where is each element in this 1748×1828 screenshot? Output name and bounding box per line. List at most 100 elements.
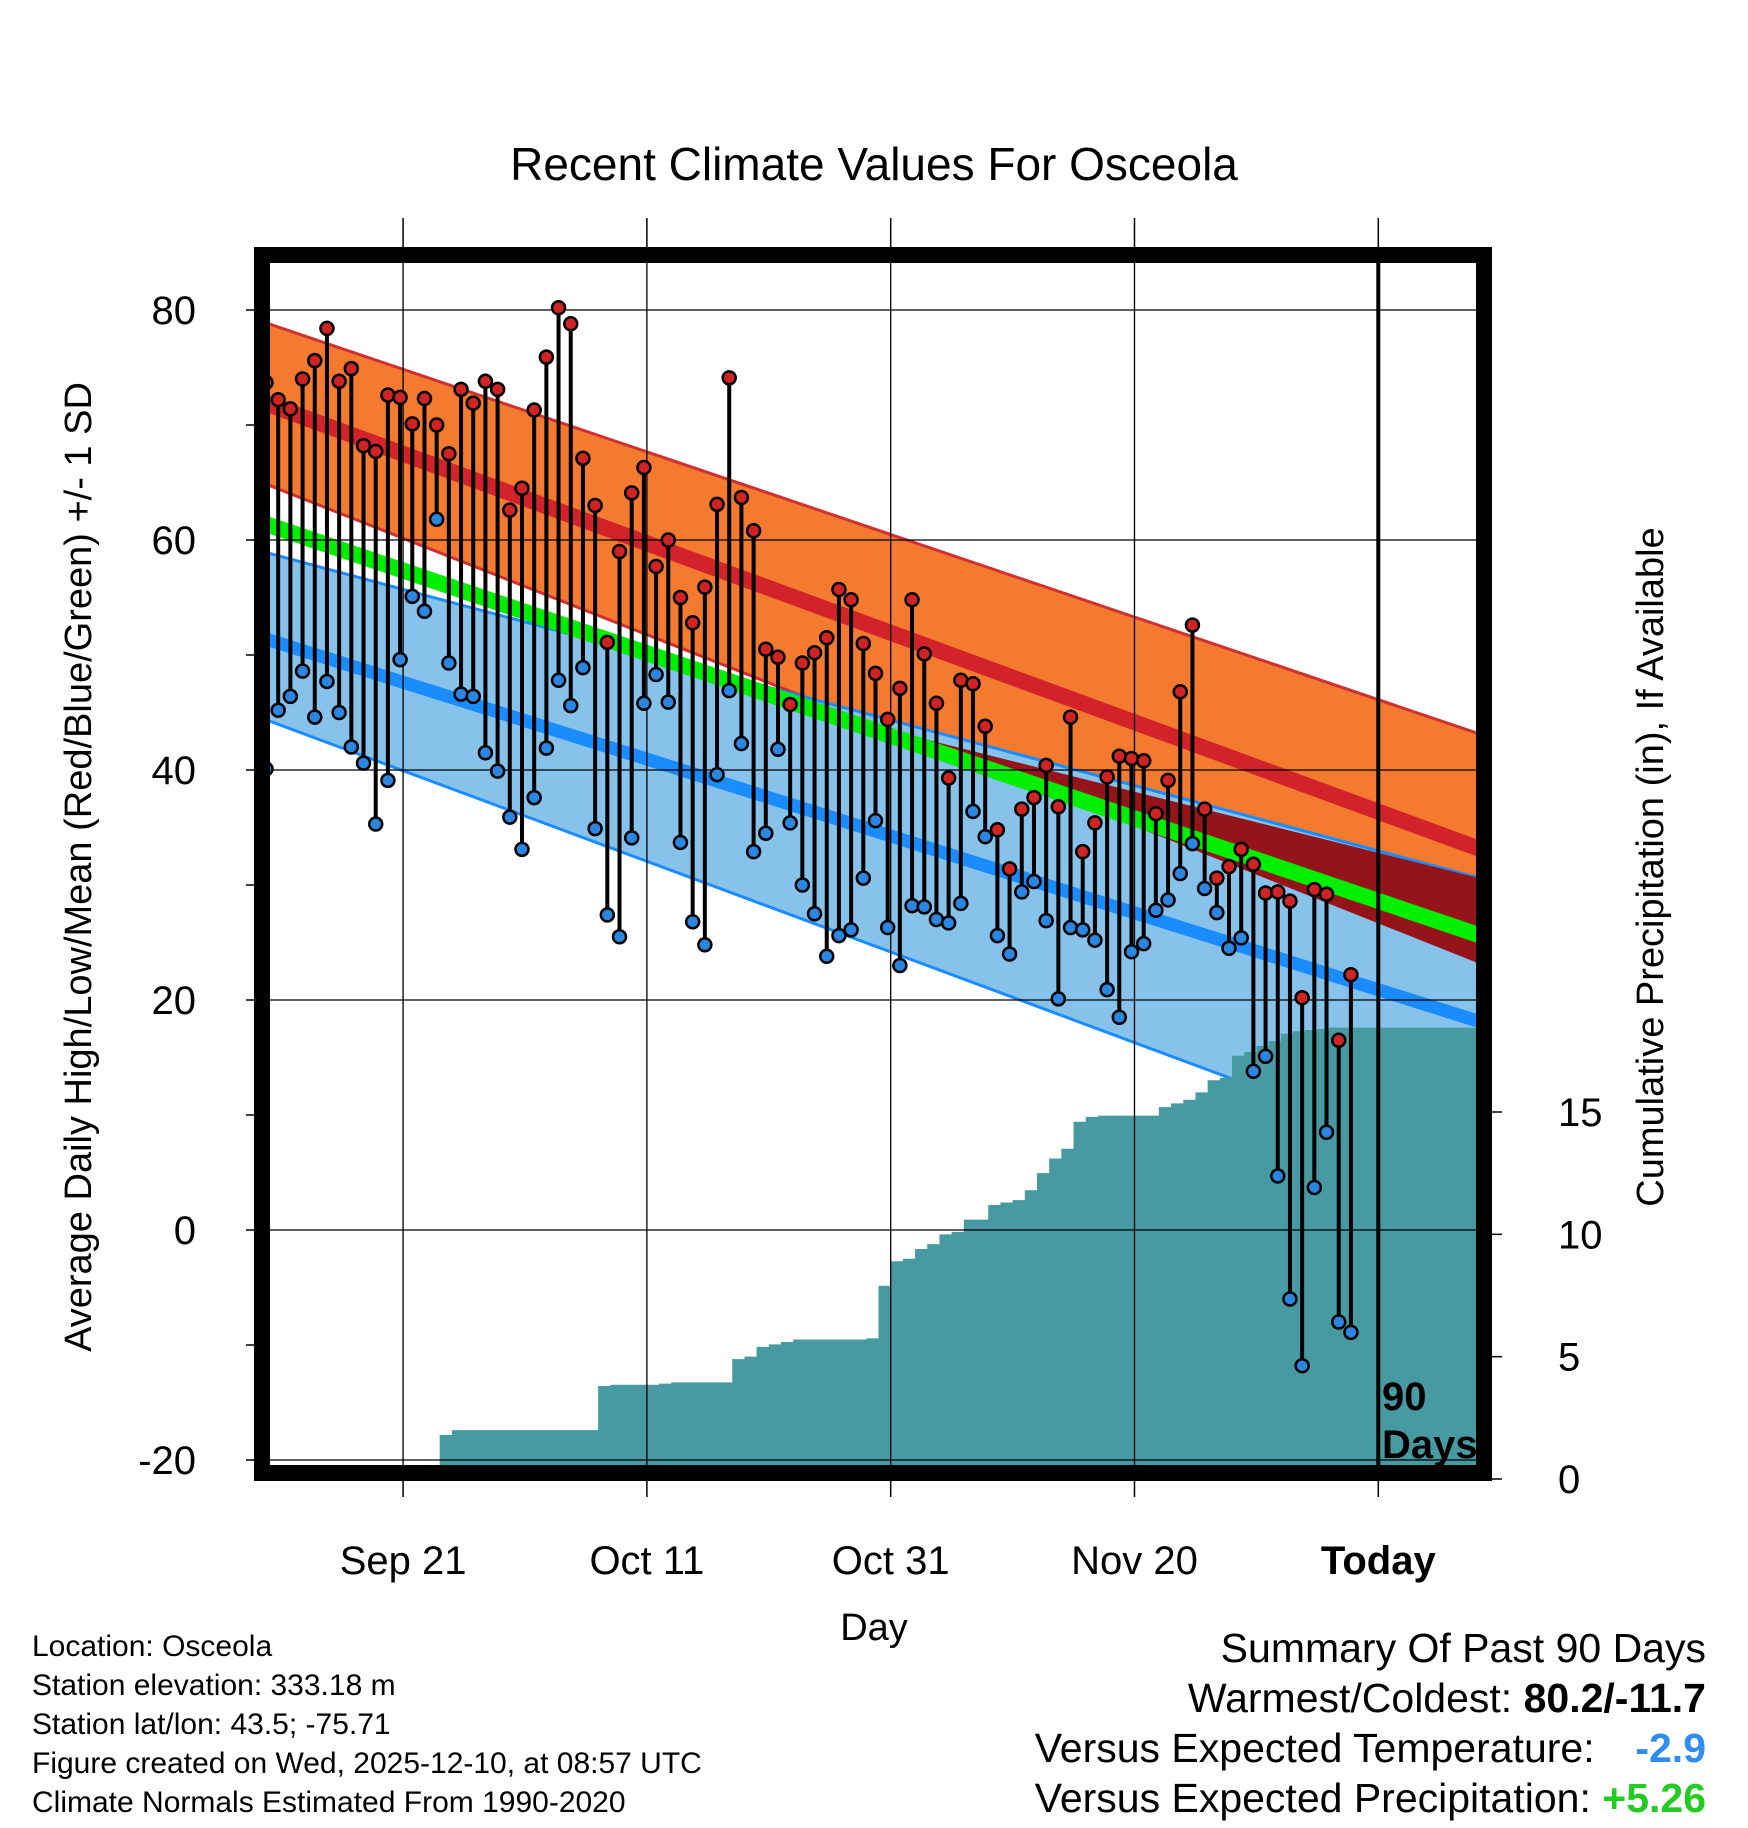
daily-high-dot (1270, 884, 1286, 900)
daily-low-dot (575, 659, 591, 676)
daily-high-dot (1221, 858, 1237, 875)
daily-low-dot (1087, 932, 1103, 948)
climate-normals-period: Climate Normals Estimated From 1990-2020 (32, 1786, 626, 1819)
daily-high-dot (660, 532, 677, 548)
daily-high-dot (307, 352, 323, 369)
daily-high-dot (818, 630, 835, 646)
daily-high-dot (428, 417, 445, 433)
daily-high-dot (1172, 684, 1188, 700)
daily-low-dot (514, 841, 530, 858)
daily-high-dot (721, 370, 737, 386)
daily-low-dot (660, 694, 677, 710)
daily-high-dot (550, 299, 567, 316)
daily-low-dot (502, 809, 518, 825)
y-tick-label: 40 (152, 749, 197, 793)
daily-low-dot (1148, 902, 1164, 919)
daily-low-dot (953, 895, 969, 912)
precip-label: Versus Expected Precipitation: (1034, 1775, 1591, 1821)
daily-high-dot (782, 696, 798, 713)
daily-high-dot (355, 437, 372, 454)
daily-high-dot (1294, 989, 1310, 1006)
station-elevation: Station elevation: 333.18 m (32, 1669, 396, 1702)
daily-high-dot (1038, 757, 1054, 774)
daily-low-dot (526, 789, 542, 806)
daily-low-dot (623, 830, 640, 846)
warm-cold-label: Warmest/Coldest: (1187, 1675, 1513, 1721)
precip-value: +5.26 (1602, 1775, 1706, 1821)
daily-low-dot (477, 745, 494, 761)
daily-low-dot (441, 655, 457, 671)
daily-high-dot (1330, 1032, 1347, 1048)
daily-low-dot (940, 915, 957, 931)
daily-high-dot (1343, 966, 1359, 983)
daily-high-dot (294, 371, 311, 387)
daily-low-dot (1221, 940, 1237, 956)
daily-low-dot (1099, 981, 1115, 998)
daily-low-dot (1184, 835, 1201, 852)
daily-high-dot (489, 381, 506, 398)
y2-tick-label: 5 (1558, 1336, 1580, 1380)
daily-low-dot (697, 937, 713, 953)
daily-low-dot (587, 820, 603, 837)
daily-high-dot (1123, 750, 1140, 767)
daily-low-dot (745, 843, 762, 860)
x-tick-label: Sep 21 (340, 1539, 467, 1583)
daily-high-dot (965, 676, 981, 692)
axis-ticks: 80 60 40 20 0 -20 15 10 5 0 Sep 21 Oct 11 Oct 31 Nov … (138, 218, 1603, 1583)
daily-high-dot (477, 373, 494, 390)
daily-low-dot (270, 702, 286, 718)
daily-high-dot (697, 579, 713, 595)
daily-high-dot (1026, 789, 1042, 806)
daily-high-dot (831, 581, 847, 598)
daily-low-dot (855, 870, 872, 886)
precipitation-area (262, 1027, 1484, 1473)
y-axis-label: Average Daily High/Low/Mean (Red/Blue/Gr… (58, 382, 100, 1352)
daily-high-dot (1087, 815, 1103, 831)
daily-low-dot (892, 957, 908, 974)
daily-high-dot (514, 480, 530, 496)
daily-high-dot (404, 416, 421, 432)
y-tick-label: 60 (152, 519, 197, 563)
daily-low-dot (331, 704, 347, 721)
daily-low-dot (831, 927, 847, 944)
today-days-label-line2: Days (1382, 1423, 1478, 1467)
daily-high-dot (367, 443, 384, 460)
daily-high-dot (587, 497, 603, 514)
daily-low-dot (782, 815, 798, 831)
daily-low-dot (404, 588, 421, 605)
daily-high-dot (526, 402, 542, 418)
daily-high-dot (928, 695, 945, 712)
daily-high-dot (794, 655, 811, 671)
daily-low-dot (733, 735, 750, 752)
daily-low-dot (1014, 884, 1030, 900)
daily-low-dot (1196, 880, 1213, 897)
daily-low-dot (550, 672, 567, 689)
daily-low-dot (1209, 904, 1225, 921)
daily-high-dot (465, 395, 481, 411)
summary-temp: Versus Expected Temperature: -2.9 (1035, 1723, 1706, 1773)
daily-high-dot (709, 496, 725, 513)
x-tick-label: Oct 31 (832, 1539, 950, 1583)
daily-low-dot (599, 907, 616, 923)
daily-high-dot (1196, 801, 1213, 817)
daily-low-dot (489, 763, 506, 779)
daily-high-dot (563, 316, 579, 332)
daily-low-dot (367, 816, 384, 832)
daily-high-dot (916, 646, 933, 662)
daily-low-dot (709, 766, 725, 783)
daily-low-dot (1062, 919, 1079, 936)
daily-low-dot (636, 695, 652, 712)
daily-high-dot (1111, 748, 1128, 764)
mean-normal-line (262, 515, 1484, 945)
daily-low-dot (465, 688, 481, 705)
daily-high-dot (380, 387, 396, 403)
x-axis-label: Day (840, 1607, 908, 1649)
daily-low-dot (977, 828, 993, 845)
daily-low-dot (1306, 1179, 1323, 1196)
daily-low-dot (1050, 991, 1067, 1007)
daily-low-dot (867, 812, 884, 829)
daily-low-dot (319, 673, 335, 690)
daily-high-dot (611, 543, 628, 560)
temp-label: Versus Expected Temperature: (1034, 1725, 1595, 1771)
daily-low-dot (355, 755, 372, 771)
